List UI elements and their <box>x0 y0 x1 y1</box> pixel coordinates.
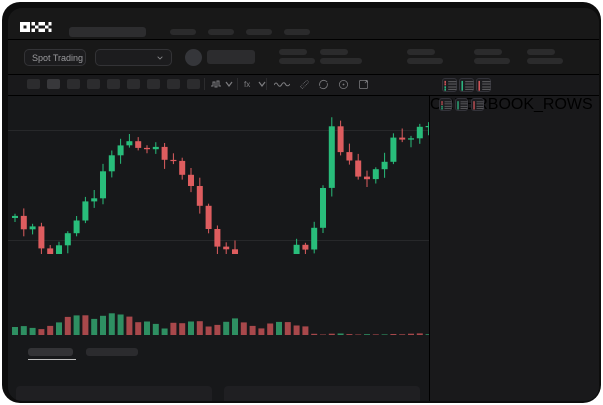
svg-text:fx: fx <box>244 80 250 89</box>
